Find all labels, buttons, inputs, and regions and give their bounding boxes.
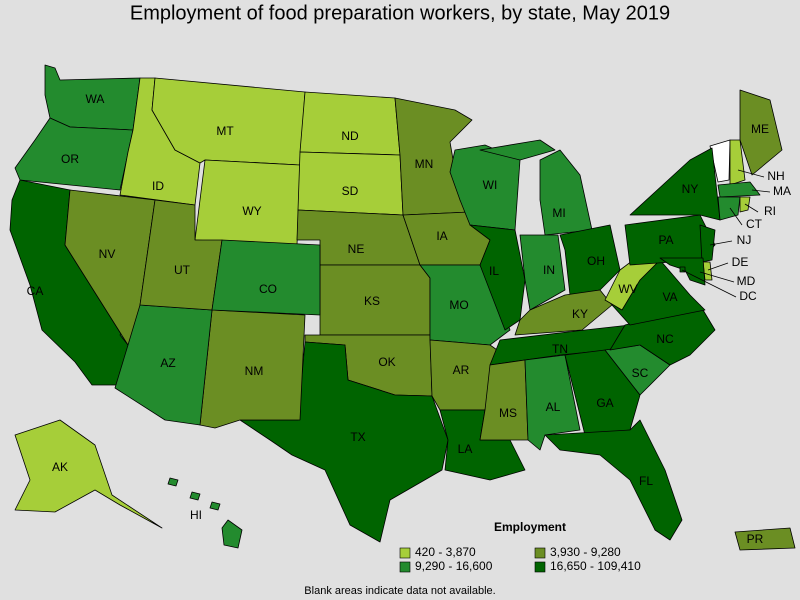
- legend-swatch: [399, 547, 411, 559]
- state-label: VA: [662, 290, 677, 304]
- state: [739, 89, 783, 176]
- state: [629, 147, 721, 221]
- state-label: AL: [546, 400, 561, 414]
- state-label: PR: [747, 532, 764, 546]
- state-label: CO: [259, 282, 277, 296]
- leader-line: [729, 207, 743, 226]
- legend-title: Employment: [494, 520, 566, 534]
- state-label: OH: [587, 254, 605, 268]
- legend-label: 9,290 - 16,600: [415, 559, 493, 573]
- state-label: RI: [764, 204, 776, 218]
- leader-line: [744, 203, 759, 213]
- state-label: OR: [61, 152, 79, 166]
- state-label: NJ: [737, 233, 752, 247]
- state-label: AK: [52, 460, 68, 474]
- footnote: Blank areas indicate data not available.: [304, 585, 495, 597]
- state: [717, 181, 761, 198]
- state: [194, 159, 301, 246]
- state-label: NE: [348, 242, 365, 256]
- state: [739, 196, 751, 213]
- state: [114, 304, 213, 426]
- state-label: NH: [767, 169, 784, 183]
- state-label: WV: [618, 282, 637, 296]
- leader-line: [709, 240, 733, 246]
- state: [519, 234, 566, 311]
- legend-label: 420 - 3,870: [415, 545, 476, 559]
- state: [734, 527, 796, 551]
- state-label: NV: [99, 247, 116, 261]
- state-label: KS: [364, 294, 380, 308]
- state-label: UT: [174, 263, 191, 277]
- state-label: MD: [737, 274, 756, 288]
- state: [14, 117, 134, 191]
- state: [209, 501, 221, 511]
- state-label: CA: [27, 284, 44, 298]
- state: [14, 419, 163, 529]
- state-label: ID: [152, 179, 164, 193]
- state-label: ME: [751, 122, 769, 136]
- leader-line: [737, 169, 765, 178]
- state: [221, 519, 243, 549]
- legend: 420 - 3,870 3,930 - 9,280 9,290 - 16,600 16…: [399, 545, 641, 573]
- legend-swatch: [399, 561, 411, 573]
- state-label: TN: [552, 342, 568, 356]
- leader-line: [751, 189, 771, 193]
- state: [299, 91, 401, 156]
- legend-label: 3,930 - 9,280: [550, 545, 621, 559]
- state-label: AR: [453, 363, 470, 377]
- state-label: MO: [449, 298, 468, 312]
- state-label: GA: [596, 396, 613, 410]
- state-label: CT: [746, 217, 763, 231]
- state-label: MA: [773, 184, 791, 198]
- state-label: DE: [732, 255, 749, 269]
- state-label: LA: [458, 442, 473, 456]
- state-label: MT: [216, 124, 234, 138]
- state: [659, 257, 706, 286]
- state: [479, 139, 556, 161]
- state-no-data: [709, 139, 731, 183]
- state-label: MN: [415, 157, 434, 171]
- state: [469, 224, 526, 331]
- state: [544, 419, 683, 541]
- state: [167, 477, 179, 487]
- state-label: ND: [341, 129, 359, 143]
- state: [64, 189, 156, 346]
- state-label: MI: [552, 206, 565, 220]
- state-label: AZ: [160, 356, 175, 370]
- state: [239, 341, 449, 543]
- legend-swatch: [534, 547, 546, 559]
- state-label: HI: [190, 508, 202, 522]
- state-label: WA: [86, 92, 105, 106]
- state: [729, 139, 746, 186]
- state-label: SD: [342, 184, 359, 198]
- state-label: WI: [483, 178, 498, 192]
- state-label: KY: [572, 307, 588, 321]
- state-label: IL: [489, 264, 499, 278]
- state-label: IN: [543, 263, 555, 277]
- state-label: FL: [639, 474, 653, 488]
- state-label: IA: [436, 229, 447, 243]
- state: [211, 239, 321, 316]
- state-label: TX: [350, 430, 365, 444]
- state-label: PA: [658, 233, 673, 247]
- state: [189, 491, 201, 501]
- state-label: NY: [682, 182, 699, 196]
- leader-line: [699, 271, 735, 283]
- state-label: MS: [499, 406, 517, 420]
- state-label: DC: [739, 289, 757, 303]
- state-label: NM: [245, 364, 264, 378]
- state-label: NC: [656, 332, 674, 346]
- leader-line: [681, 269, 737, 298]
- leader-line: [707, 262, 729, 271]
- state-label: WY: [242, 204, 261, 218]
- state-label: OK: [378, 355, 395, 369]
- legend-swatch: [534, 561, 546, 573]
- state-label: SC: [632, 366, 649, 380]
- states: WA OR CA ID MT WY ND SD NE KS OK TX NM AZ NV UT CO MN IA MO…: [9, 64, 796, 551]
- state: [699, 224, 716, 263]
- map-title: Employment of food preparation workers, …: [130, 2, 670, 24]
- legend-label: 16,650 - 109,410: [550, 559, 641, 573]
